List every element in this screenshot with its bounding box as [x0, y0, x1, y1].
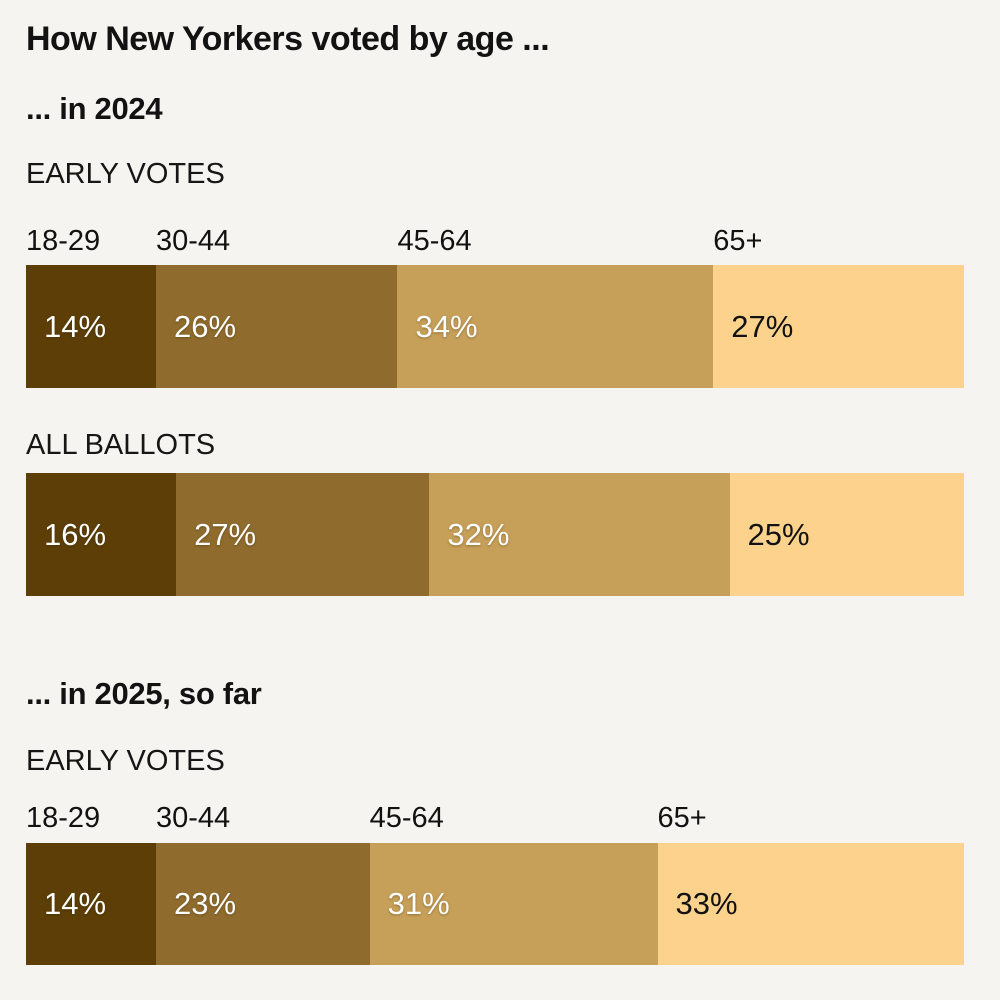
bar-segment-value-label: 32% — [447, 516, 510, 552]
age-label-65+: 65+ — [713, 225, 763, 257]
stacked-bar-early-votes-2024: 14% 26% 34% 27% — [26, 265, 964, 388]
bar-segment-value-label: 16% — [44, 516, 107, 552]
bar-segment-45-64: 31% — [369, 843, 658, 965]
bar-segment-value-label: 25% — [747, 516, 810, 552]
group-label-all-ballots-2024: ALL BALLOTS — [26, 429, 216, 461]
bar-segment-45-64: 32% — [429, 473, 730, 596]
bar-segment-65+: 27% — [713, 265, 964, 388]
stacked-bar-all-ballots-2024: 16% 27% 32% 25% — [26, 473, 964, 596]
bar-segment-30-44: 27% — [176, 473, 430, 596]
bar-segment-value-label: 14% — [44, 886, 107, 921]
page-title: How New Yorkers voted by age ... — [26, 20, 550, 58]
age-label-65+: 65+ — [657, 802, 707, 834]
group-label-early-votes-2025: EARLY VOTES — [26, 745, 225, 777]
bar-segment-18-29: 16% — [26, 473, 177, 596]
bar-segment-18-29: 14% — [26, 265, 157, 388]
age-labels-row-2024: 18-29 30-44 45-64 65+ — [26, 225, 964, 257]
bar-segment-65+: 25% — [729, 473, 964, 596]
bar-segment-value-label: 14% — [44, 308, 107, 344]
bar-segment-value-label: 23% — [174, 886, 237, 921]
bar-segment-value-label: 27% — [194, 516, 257, 552]
bar-segment-30-44: 23% — [156, 843, 370, 965]
age-label-45-64: 45-64 — [369, 802, 444, 834]
bar-segment-value-label: 27% — [731, 308, 794, 344]
section-2024: ... in 2024 EARLY VOTES 18-29 30-44 45-64 6… — [26, 57, 964, 596]
bar-segment-30-44: 26% — [156, 265, 398, 388]
age-label-18-29: 18-29 — [26, 802, 101, 834]
stacked-bar-early-votes-2025: 14% 23% 31% 33% — [26, 843, 964, 965]
bar-segment-value-label: 31% — [387, 886, 450, 921]
age-label-18-29: 18-29 — [26, 225, 101, 257]
bar-segment-65+: 33% — [657, 843, 964, 965]
age-label-45-64: 45-64 — [397, 225, 472, 257]
bar-segment-value-label: 33% — [675, 886, 738, 921]
section-heading-2024: ... in 2024 — [26, 91, 163, 126]
bar-segment-18-29: 14% — [26, 843, 157, 965]
bar-segment-value-label: 26% — [174, 308, 237, 344]
age-label-30-44: 30-44 — [156, 225, 231, 257]
group-label-early-votes-2024: EARLY VOTES — [26, 158, 225, 190]
section-2025: ... in 2025, so far EARLY VOTES 18-29 30-… — [26, 596, 964, 965]
bar-segment-value-label: 34% — [415, 308, 478, 344]
section-heading-2025: ... in 2025, so far — [26, 676, 262, 711]
age-label-30-44: 30-44 — [156, 802, 231, 834]
bar-segment-45-64: 34% — [397, 265, 714, 388]
age-labels-row-2025: 18-29 30-44 45-64 65+ — [26, 802, 964, 834]
